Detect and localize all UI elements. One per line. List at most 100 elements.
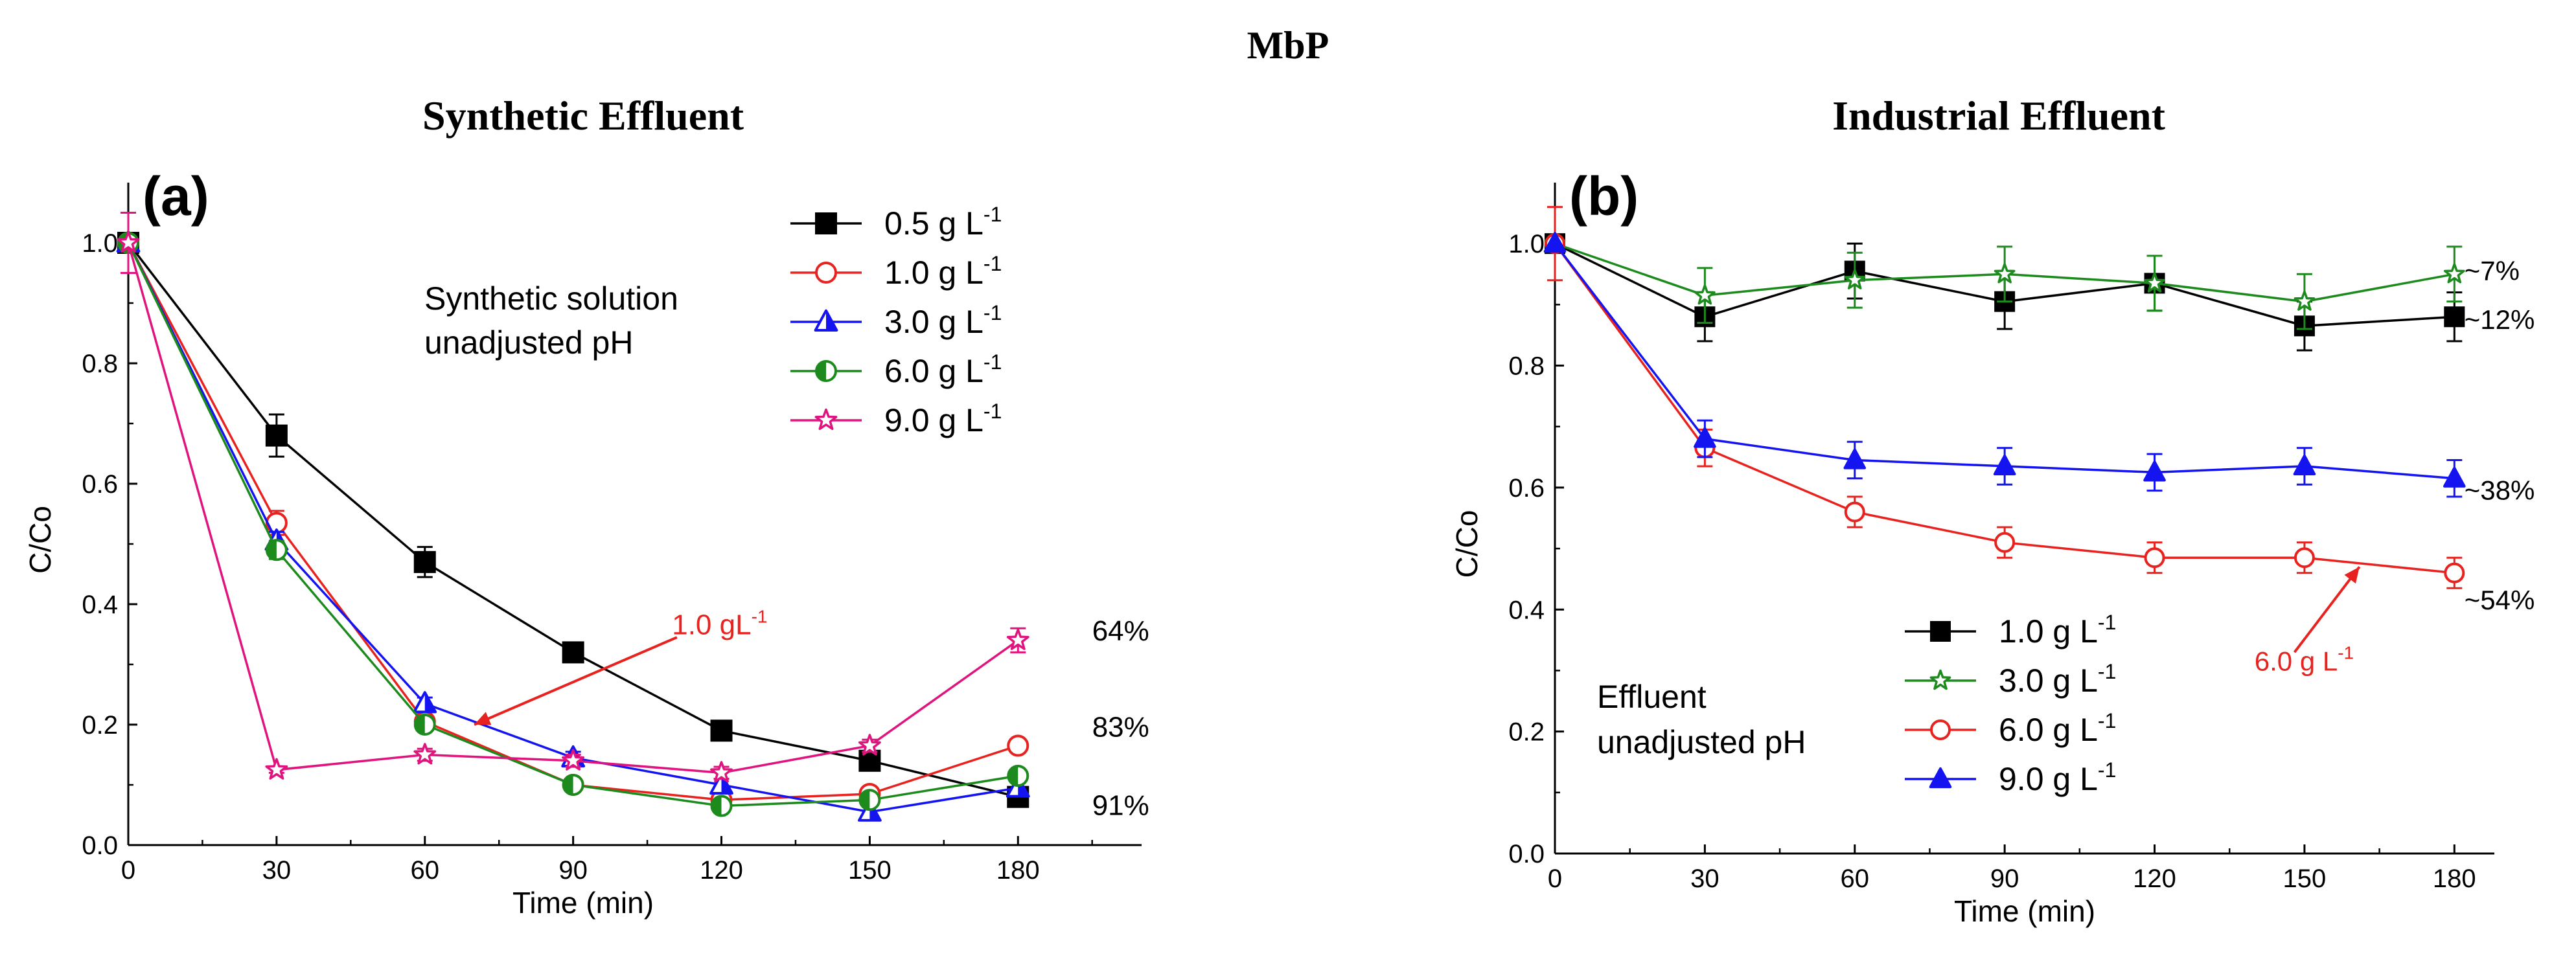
legend-marker: [1929, 669, 1951, 690]
data-point: [562, 641, 584, 664]
panel-a-condition-text: Synthetic solution: [424, 280, 678, 317]
panel-b-industrial-effluent: Industrial Effluent 0.0 0.2 0.4 0.6 0.8 1.0 0 3…: [1450, 93, 2535, 928]
panel-b-x-tick-label: 120: [2133, 865, 2176, 893]
data-point: [1843, 448, 1867, 469]
panel-a-series-9-0: [117, 212, 1029, 783]
data-point-half: [415, 715, 425, 734]
panel-b-y-tick-label: 0.2: [1508, 718, 1545, 747]
legend-label: 0.5 g L-1: [884, 203, 1002, 242]
panel-a-y-tick-label: 1.0: [82, 229, 118, 258]
panel-a-x-tick-label: 120: [700, 856, 743, 885]
panel-b-annotation: ~7%: [2465, 256, 2520, 286]
data-point: [1543, 232, 1567, 253]
data-point: [2144, 272, 2165, 293]
data-point: [1006, 628, 1029, 650]
panel-a-x-tick-label: 150: [848, 856, 891, 885]
panel-b-condition-text: Effluent: [1597, 679, 1707, 715]
panel-b-y-tick-label: 0.8: [1508, 352, 1545, 381]
panel-a-x-tick-label: 60: [411, 856, 440, 885]
panel-b-y-axis-label: C/Co: [1450, 510, 1484, 578]
panel-a-y-tick-label: 0.0: [82, 831, 118, 860]
legend-label: 3.0 g L-1: [1999, 660, 2116, 699]
panel-a-y-tick-label: 0.2: [82, 711, 118, 740]
panel-b-annotation: ~38%: [2465, 475, 2535, 506]
figure-title: MbP: [1247, 24, 1329, 67]
panel-a-title: Synthetic Effluent: [422, 93, 744, 139]
panel-a-x-tick-label: 30: [262, 856, 292, 885]
data-point-half: [869, 800, 880, 820]
data-point: [1994, 532, 2016, 553]
panel-a-x-tick-label: 0: [121, 856, 135, 885]
data-point: [2443, 263, 2465, 284]
data-point: [2294, 547, 2315, 569]
panel-a-y-tick-label: 0.6: [82, 470, 118, 499]
data-point: [1994, 263, 2016, 284]
data-point-half: [1018, 776, 1029, 797]
data-point-half: [424, 692, 436, 712]
panel-b-x-tick-label: 90: [1990, 865, 2019, 893]
panel-a-y-tick-label: 0.4: [82, 591, 118, 619]
legend-marker: [1930, 621, 1951, 642]
data-point: [2294, 290, 2316, 311]
data-point: [2293, 454, 2316, 476]
legend-marker-half: [816, 361, 826, 381]
panel-b-x-tick-label: 0: [1548, 865, 1562, 893]
panel-a-y-tick-label: 0.8: [82, 350, 118, 378]
data-point-half: [711, 796, 722, 816]
data-point: [413, 550, 436, 573]
legend-marker: [815, 212, 837, 234]
panel-a-annotation: 1.0 gL-1: [672, 607, 767, 641]
data-point-half: [563, 775, 573, 795]
data-point: [265, 758, 288, 780]
panel-b-y-tick-label: 1.0: [1508, 230, 1545, 258]
data-point-half: [266, 540, 277, 560]
data-point: [413, 743, 437, 765]
legend-label: 1.0 g L-1: [884, 252, 1002, 291]
panel-b-condition-text: unadjusted pH: [1597, 724, 1806, 760]
data-point: [2143, 460, 2166, 482]
data-point: [710, 761, 733, 783]
panel-a-annotation: 83%: [1092, 712, 1149, 743]
data-point: [265, 424, 288, 447]
panel-a-label: (a): [143, 166, 209, 227]
panel-b-legend: 1.0 g L-1 3.0 g L-1 6.0 g L-1 9.0 g L-1: [1905, 611, 2116, 797]
data-point: [2444, 306, 2465, 328]
data-point: [2144, 547, 2165, 569]
data-point: [1844, 501, 1865, 523]
legend-marker: [1930, 719, 1951, 740]
panel-b-annotation: 6.0 g L-1: [2255, 642, 2354, 676]
panel-a-x-tick-label: 90: [558, 856, 588, 885]
panel-a-arrow-head: [474, 712, 492, 725]
panel-b-title: Industrial Effluent: [1832, 93, 2166, 139]
legend-marker: [814, 408, 838, 431]
panel-b-x-tick-label: 180: [2433, 865, 2476, 893]
data-point: [1694, 284, 1716, 305]
data-point: [1007, 734, 1029, 757]
panel-b-label: (b): [1569, 166, 1639, 227]
panel-b-y-tick-label: 0.0: [1508, 840, 1545, 868]
panel-b-series-9-0: [1543, 232, 2466, 498]
legend-marker: [815, 262, 837, 284]
legend-label: 6.0 g L-1: [884, 350, 1002, 389]
panel-b-x-axis-label: Time (min): [1954, 894, 2095, 928]
panel-b-arrow-head: [2344, 567, 2360, 584]
data-point-half: [860, 790, 870, 810]
legend-marker-half: [826, 310, 837, 330]
legend-label: 9.0 g L-1: [884, 400, 1002, 438]
panel-b-y-tick-label: 0.4: [1508, 596, 1545, 624]
panel-a-legend: 0.5 g L-1 1.0 g L-1 3.0 g L-1 6.0 g L-1 9.0 …: [790, 203, 1002, 438]
panel-b-arrow: [2293, 566, 2361, 653]
legend-label: 9.0 g L-1: [1999, 758, 2116, 797]
panel-b-x-tick-label: 30: [1690, 865, 1719, 893]
panel-a-annotation: 91%: [1092, 790, 1149, 822]
panel-b-annotation: ~54%: [2465, 585, 2535, 615]
data-point: [117, 231, 140, 253]
panel-a-y-axis-label: C/Co: [23, 506, 57, 574]
panel-b-x-tick-label: 60: [1841, 865, 1870, 893]
legend-marker: [1929, 767, 1952, 789]
panel-a-condition-text: unadjusted pH: [424, 324, 633, 361]
data-point-half: [1008, 766, 1018, 786]
data-point: [2444, 562, 2465, 583]
panel-a-arrow: [474, 636, 678, 726]
